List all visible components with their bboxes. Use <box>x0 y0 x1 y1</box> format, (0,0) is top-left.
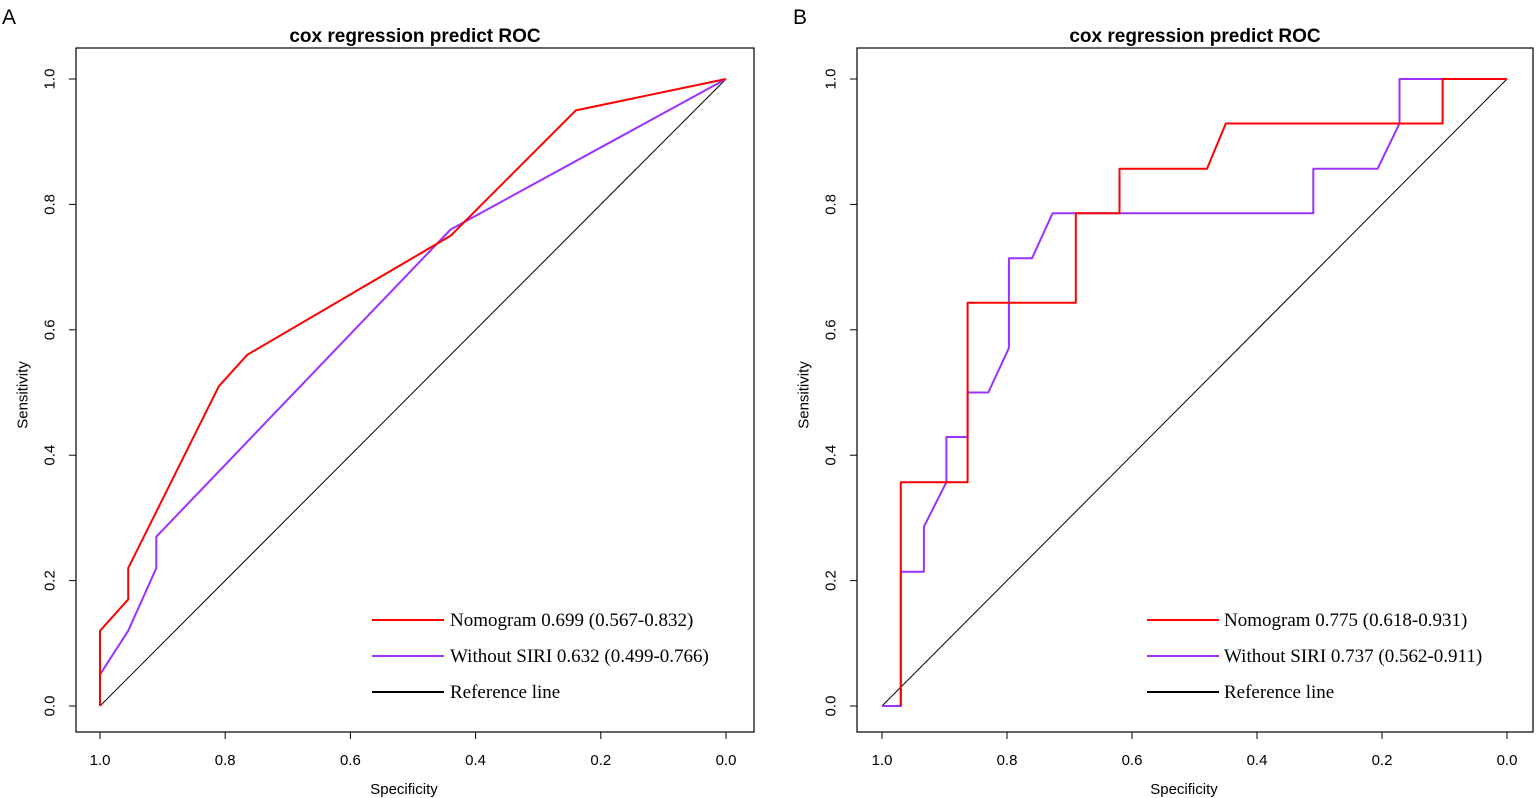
y-tick-label: 0.4 <box>823 445 840 466</box>
legend-label-reference-line: Reference line <box>450 682 560 703</box>
y-tick-label: 0.0 <box>42 696 59 717</box>
y-tick-label: 1.0 <box>42 69 59 90</box>
x-axis-label: Specificity <box>1150 781 1218 798</box>
x-tick-label: 0.2 <box>590 752 611 769</box>
legend-label-nomogram: Nomogram 0.775 (0.618-0.931) <box>1224 610 1467 631</box>
x-tick-label: 0.4 <box>1247 752 1268 769</box>
y-tick-label: 0.2 <box>823 570 840 591</box>
legend-label-without-siri: Without SIRI 0.737 (0.562-0.911) <box>1224 646 1482 667</box>
y-tick-label: 0.4 <box>42 445 59 466</box>
panel-label: A <box>2 6 16 29</box>
y-tick-label: 0.6 <box>823 319 840 340</box>
x-tick-label: 1.0 <box>872 752 893 769</box>
x-tick-label: 0.8 <box>997 752 1018 769</box>
chart-title: cox regression predict ROC <box>1069 26 1321 47</box>
plot-frame <box>856 47 1534 733</box>
y-tick-label: 0.2 <box>42 570 59 591</box>
panel-label: B <box>793 6 807 29</box>
legend-label-reference-line: Reference line <box>1224 682 1334 703</box>
x-tick-label: 0.2 <box>1372 752 1393 769</box>
series-line-reference-line <box>881 78 1508 707</box>
x-tick-label: 0.0 <box>716 752 737 769</box>
y-axis-label: Sensitivity <box>796 361 813 429</box>
x-tick-label: 0.8 <box>215 752 236 769</box>
x-tick-label: 0.6 <box>1122 752 1143 769</box>
series-line-nomogram <box>99 78 727 706</box>
chart-title: cox regression predict ROC <box>289 26 541 47</box>
y-tick-label: 0.6 <box>42 319 59 340</box>
legend-label-nomogram: Nomogram 0.699 (0.567-0.832) <box>450 610 693 631</box>
series-line-reference-line <box>99 78 727 707</box>
y-axis-label: Sensitivity <box>15 361 32 429</box>
y-tick-label: 0.0 <box>823 696 840 717</box>
x-tick-label: 0.4 <box>465 752 486 769</box>
x-axis-label: Specificity <box>370 781 438 798</box>
y-tick-label: 1.0 <box>823 69 840 90</box>
legend-label-without-siri: Without SIRI 0.632 (0.499-0.766) <box>450 646 709 667</box>
series-line-nomogram <box>899 78 1507 706</box>
series-line-without-siri <box>882 78 1507 707</box>
y-tick-label: 0.8 <box>823 194 840 215</box>
x-tick-label: 1.0 <box>90 752 111 769</box>
x-tick-label: 0.0 <box>1497 752 1518 769</box>
x-tick-label: 0.6 <box>340 752 361 769</box>
plot-frame <box>75 47 755 733</box>
y-tick-label: 0.8 <box>42 194 59 215</box>
